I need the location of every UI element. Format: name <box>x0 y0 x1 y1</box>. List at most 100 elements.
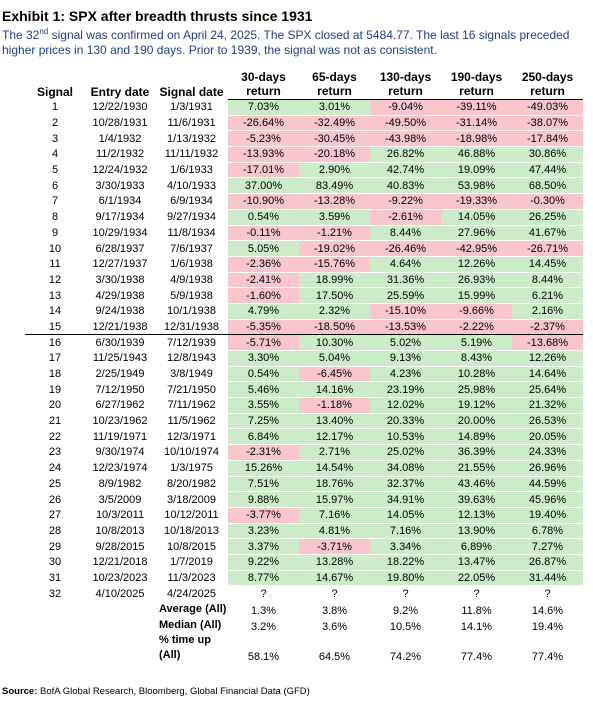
summary-value: 19.4% <box>531 620 564 633</box>
cell: 11 <box>49 258 61 271</box>
return-cell: 32.37% <box>370 476 441 493</box>
column-header: Signal <box>36 84 73 99</box>
return-cell: 68.50% <box>512 177 583 195</box>
spacer <box>85 633 155 663</box>
cell: 30 <box>48 556 62 569</box>
cell: 18 <box>48 368 62 381</box>
source-label: Source: <box>2 686 38 697</box>
return-cell: -26.64% <box>228 115 299 132</box>
return-cell: 8.43% <box>441 350 512 367</box>
return-cell: 12.17% <box>299 428 370 446</box>
return-cell: -18.98% <box>441 130 512 148</box>
return-cell: 14.64% <box>512 366 583 383</box>
column-header: 30-days return <box>228 70 299 100</box>
cell: 20 <box>48 399 62 412</box>
cell: 8/9/1982 <box>98 477 142 490</box>
summary-label: Average (All) <box>159 603 227 616</box>
table-row: 3 1/4/1932 1/13/1932 -5.23% -30.45% -43.98% -1… <box>25 130 583 148</box>
table-row: 23 9/30/1974 10/10/1974 -2.31% 2.71% 25.02% 36… <box>25 444 583 461</box>
cell: 3/8/1949 <box>170 368 213 381</box>
summary-value: 3.6% <box>321 620 348 633</box>
cell: 1/6/1938 <box>170 258 213 271</box>
return-cell: 8.44% <box>370 225 441 242</box>
cell: 9/24/1938 <box>95 305 145 318</box>
table-row: 13 4/29/1938 5/9/1938 -1.60% 17.50% 25.59% 15.… <box>25 287 583 304</box>
subtitle: The 32nd signal was confirmed on April 2… <box>2 28 587 58</box>
return-cell: ? <box>402 587 409 600</box>
cell: 10/8/2013 <box>95 524 145 537</box>
return-cell: -5.71% <box>228 334 299 351</box>
return-cell: 5.04% <box>299 350 370 367</box>
cell: 22 <box>48 430 62 443</box>
summary-row: % time up (All) 58.1% 64.5% 74.2% 77.4% 77.4% <box>25 633 583 663</box>
source-text: BofA Global Research, Bloomberg, Global … <box>37 686 310 697</box>
return-cell: 5.05% <box>228 240 299 257</box>
summary-row: Median (All) 3.2% 3.6% 10.5% 14.1% 19.4% <box>25 617 583 633</box>
cell: 1/6/1933 <box>170 164 213 177</box>
cell: 29 <box>48 540 62 553</box>
table-row: 18 2/25/1949 3/8/1949 0.54% -6.45% 4.23% 10.28… <box>25 366 583 383</box>
return-cell: 4.23% <box>370 366 441 383</box>
return-cell: 3.23% <box>228 523 299 540</box>
cell: 5 <box>51 164 59 177</box>
cell: 6 <box>51 179 59 192</box>
cell: 4/9/1938 <box>170 273 213 286</box>
summary-value: 74.2% <box>389 650 422 663</box>
return-cell: 3.37% <box>228 538 299 555</box>
table-row: 22 11/19/1971 12/3/1971 6.84% 12.17% 10.53% 14… <box>25 428 583 446</box>
return-cell: 6.89% <box>441 538 512 555</box>
return-cell: -15.10% <box>370 303 441 320</box>
summary-value: 1.3% <box>250 605 277 618</box>
cell: 12/21/1938 <box>85 319 155 336</box>
return-cell: 42.74% <box>370 162 441 179</box>
return-cell: -19.02% <box>299 240 370 257</box>
cell: 10/12/2011 <box>164 509 219 522</box>
cell: 4/24/2025 <box>167 587 216 600</box>
summary-value: 58.1% <box>247 650 280 663</box>
cell: 15 <box>25 319 85 336</box>
return-cell: -13.68% <box>512 334 583 351</box>
cell: 10/1/1938 <box>167 305 216 318</box>
return-cell: 43.46% <box>441 476 512 493</box>
cell: 12/24/1932 <box>92 164 148 177</box>
return-cell: 25.59% <box>370 287 441 304</box>
return-cell: 19.80% <box>370 570 441 587</box>
return-cell: 14.16% <box>299 381 370 399</box>
return-cell: 26.25% <box>512 209 583 226</box>
return-cell: -1.21% <box>299 225 370 242</box>
cell: 1/4/1932 <box>98 132 142 145</box>
return-cell: 6.78% <box>512 523 583 540</box>
return-cell: 4.81% <box>299 523 370 540</box>
cell: 4/10/2025 <box>95 587 145 600</box>
summary-value: 77.4% <box>460 650 493 663</box>
return-cell: -9.66% <box>441 303 512 320</box>
return-cell: -20.18% <box>299 146 370 163</box>
return-cell: 18.99% <box>299 272 370 289</box>
return-cell: 25.64% <box>512 381 583 399</box>
cell: 1/13/1932 <box>167 132 216 145</box>
return-cell: -39.11% <box>441 99 512 116</box>
cell: 12/23/1974 <box>92 462 148 475</box>
cell: 11/5/1962 <box>167 415 216 428</box>
return-cell: 20.00% <box>441 413 512 430</box>
return-cell: 4.79% <box>228 303 299 320</box>
return-cell: 8.44% <box>512 272 583 289</box>
return-cell: -26.46% <box>370 240 441 257</box>
return-cell: 7.51% <box>228 476 299 493</box>
return-cell: -2.31% <box>228 444 299 461</box>
return-cell: -30.45% <box>299 130 370 148</box>
cell: 7/6/1937 <box>170 242 213 255</box>
return-cell: 7.03% <box>228 99 299 116</box>
return-cell: 14.54% <box>299 460 370 477</box>
cell: 11/8/1934 <box>167 226 216 239</box>
table-row: 1 12/22/1930 1/3/1931 7.03% 3.01% -9.04% -39.1… <box>25 99 583 116</box>
return-cell: -17.01% <box>228 162 299 179</box>
cell: 10/29/1934 <box>92 226 148 239</box>
table-row: 11 12/27/1937 1/6/1938 -2.36% -15.76% 4.64% 12… <box>25 256 583 273</box>
cell: 6/27/1962 <box>95 399 145 412</box>
column-header: 65-days return <box>299 70 370 100</box>
return-cell: 15.99% <box>441 287 512 304</box>
return-cell: -42.95% <box>441 240 512 257</box>
cell: 4/10/1933 <box>167 179 216 192</box>
return-cell: 10.30% <box>299 334 370 351</box>
